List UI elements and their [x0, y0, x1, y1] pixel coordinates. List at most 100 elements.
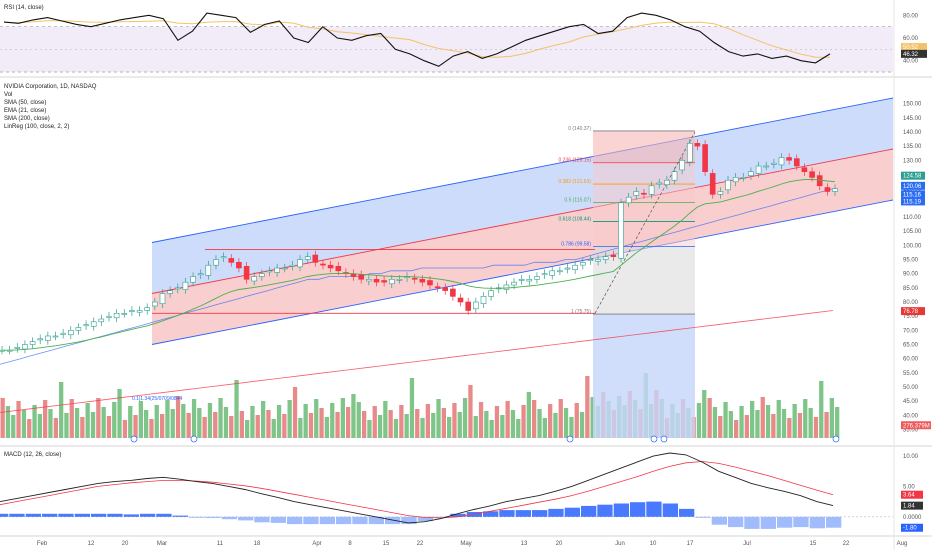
candle-body	[633, 191, 640, 196]
candle-body	[297, 259, 303, 268]
candle-body	[816, 175, 823, 187]
candle-body	[68, 329, 74, 336]
rsi-line	[3, 12, 831, 67]
candle-body	[648, 185, 655, 195]
candle-body	[144, 307, 150, 311]
volume-bar	[819, 381, 824, 438]
volume-bar	[245, 420, 250, 438]
fib-level-label: 0.5 (115.07)	[564, 198, 591, 204]
volume-bar	[510, 410, 516, 438]
x-axis-label: 18	[254, 541, 261, 547]
macd-histogram-bar	[74, 513, 90, 517]
main-legend-ema21: EMA (21, close)	[4, 108, 47, 114]
candle-body	[152, 301, 158, 307]
price-tick-label: 95.00	[903, 258, 919, 264]
price-tick-label: 50.00	[903, 385, 919, 391]
volume-bar	[271, 419, 276, 438]
price-badge	[901, 181, 925, 190]
price-badge	[901, 197, 925, 206]
volume-bar	[707, 398, 712, 438]
candle-body	[182, 281, 189, 290]
rsi-value-badge-text: 46.32	[903, 52, 919, 58]
rsi-value-badge	[901, 49, 927, 58]
price-tick-label: 65.00	[903, 343, 919, 349]
volume-bar	[276, 405, 282, 438]
candle-body	[37, 338, 44, 341]
volume-bar	[128, 406, 133, 438]
fib-level-label: 1 (75.75)	[571, 309, 591, 315]
volume-bar	[824, 412, 829, 438]
macd-histogram-bar	[352, 516, 368, 525]
macd-histogram-bar	[0, 513, 9, 517]
candle-body	[740, 177, 747, 179]
volume-bar	[415, 409, 420, 438]
candle-body	[236, 261, 242, 269]
macd-histogram-bar	[581, 505, 597, 517]
volume-bar	[303, 404, 308, 438]
candle-body	[289, 264, 296, 267]
volume-bar	[739, 406, 744, 438]
volume-bar	[425, 404, 430, 438]
candle-body	[725, 179, 731, 191]
volume-bar	[175, 396, 181, 438]
volume-bar	[16, 401, 21, 438]
volume-bar	[771, 414, 776, 438]
macd-histogram-bar	[221, 516, 237, 520]
x-axis-label: Apr	[312, 541, 321, 547]
volume-bar	[335, 412, 340, 438]
volume-bar	[803, 399, 808, 438]
x-axis-label: 17	[687, 541, 694, 547]
fib-zone	[593, 246, 695, 315]
volume-bar	[813, 417, 819, 438]
candle-body	[14, 346, 21, 349]
rsi-value-badge-text: 50.52	[903, 45, 919, 51]
price-tick-label: 60.00	[903, 357, 919, 363]
candle-body	[442, 287, 449, 291]
candle-body	[113, 312, 120, 319]
x-axis-label: 20	[556, 541, 563, 547]
macd-value-badge-text: 1.84	[903, 504, 915, 510]
macd-line	[0, 452, 834, 524]
volume-bar	[266, 410, 271, 438]
x-axis-label: 12	[88, 541, 95, 547]
macd-value-badge-text: -1.80	[903, 526, 917, 532]
volume-bar	[441, 408, 446, 438]
candle-body	[656, 182, 663, 185]
candle-body	[694, 143, 701, 147]
macd-histogram-bar	[189, 516, 205, 518]
candle-body	[503, 284, 510, 290]
volume-bar	[59, 382, 64, 438]
price-badge-text: 124.58	[903, 174, 922, 180]
volume-bar	[117, 389, 122, 438]
candle-body	[549, 270, 556, 276]
price-tick-label: 55.00	[903, 371, 919, 377]
rsi-legend: RSI (14, close)	[4, 4, 44, 12]
volume-bar	[223, 407, 229, 438]
price-badge	[901, 307, 925, 316]
x-axis-label: 22	[843, 541, 850, 547]
candle-body	[251, 276, 257, 282]
price-tick-label: 135.00	[903, 144, 922, 150]
macd-value-badge	[901, 501, 923, 510]
volume-bar	[776, 400, 781, 438]
candle-body	[564, 267, 571, 270]
volume-bar	[755, 410, 760, 438]
price-tick-label: 75.00	[903, 314, 919, 320]
macd-value-badge-text: 3.64	[903, 493, 915, 499]
volume-bar	[563, 408, 569, 438]
candle-body	[75, 327, 82, 331]
volume-bar	[505, 401, 510, 438]
event-marker-icon	[832, 435, 840, 443]
main-legend: NVIDIA Corporation, 1D, NASDAQ Vol SMA (…	[4, 83, 96, 131]
candle-body	[22, 344, 28, 350]
volume-bar	[542, 418, 547, 438]
candle-body	[671, 171, 678, 181]
volume-bar	[213, 412, 218, 438]
volume-bar	[160, 414, 165, 438]
candle-body	[625, 196, 632, 204]
candle-body	[281, 267, 288, 270]
candle-body	[641, 192, 647, 195]
volume-bar	[346, 407, 351, 438]
volume-bar	[372, 406, 377, 438]
